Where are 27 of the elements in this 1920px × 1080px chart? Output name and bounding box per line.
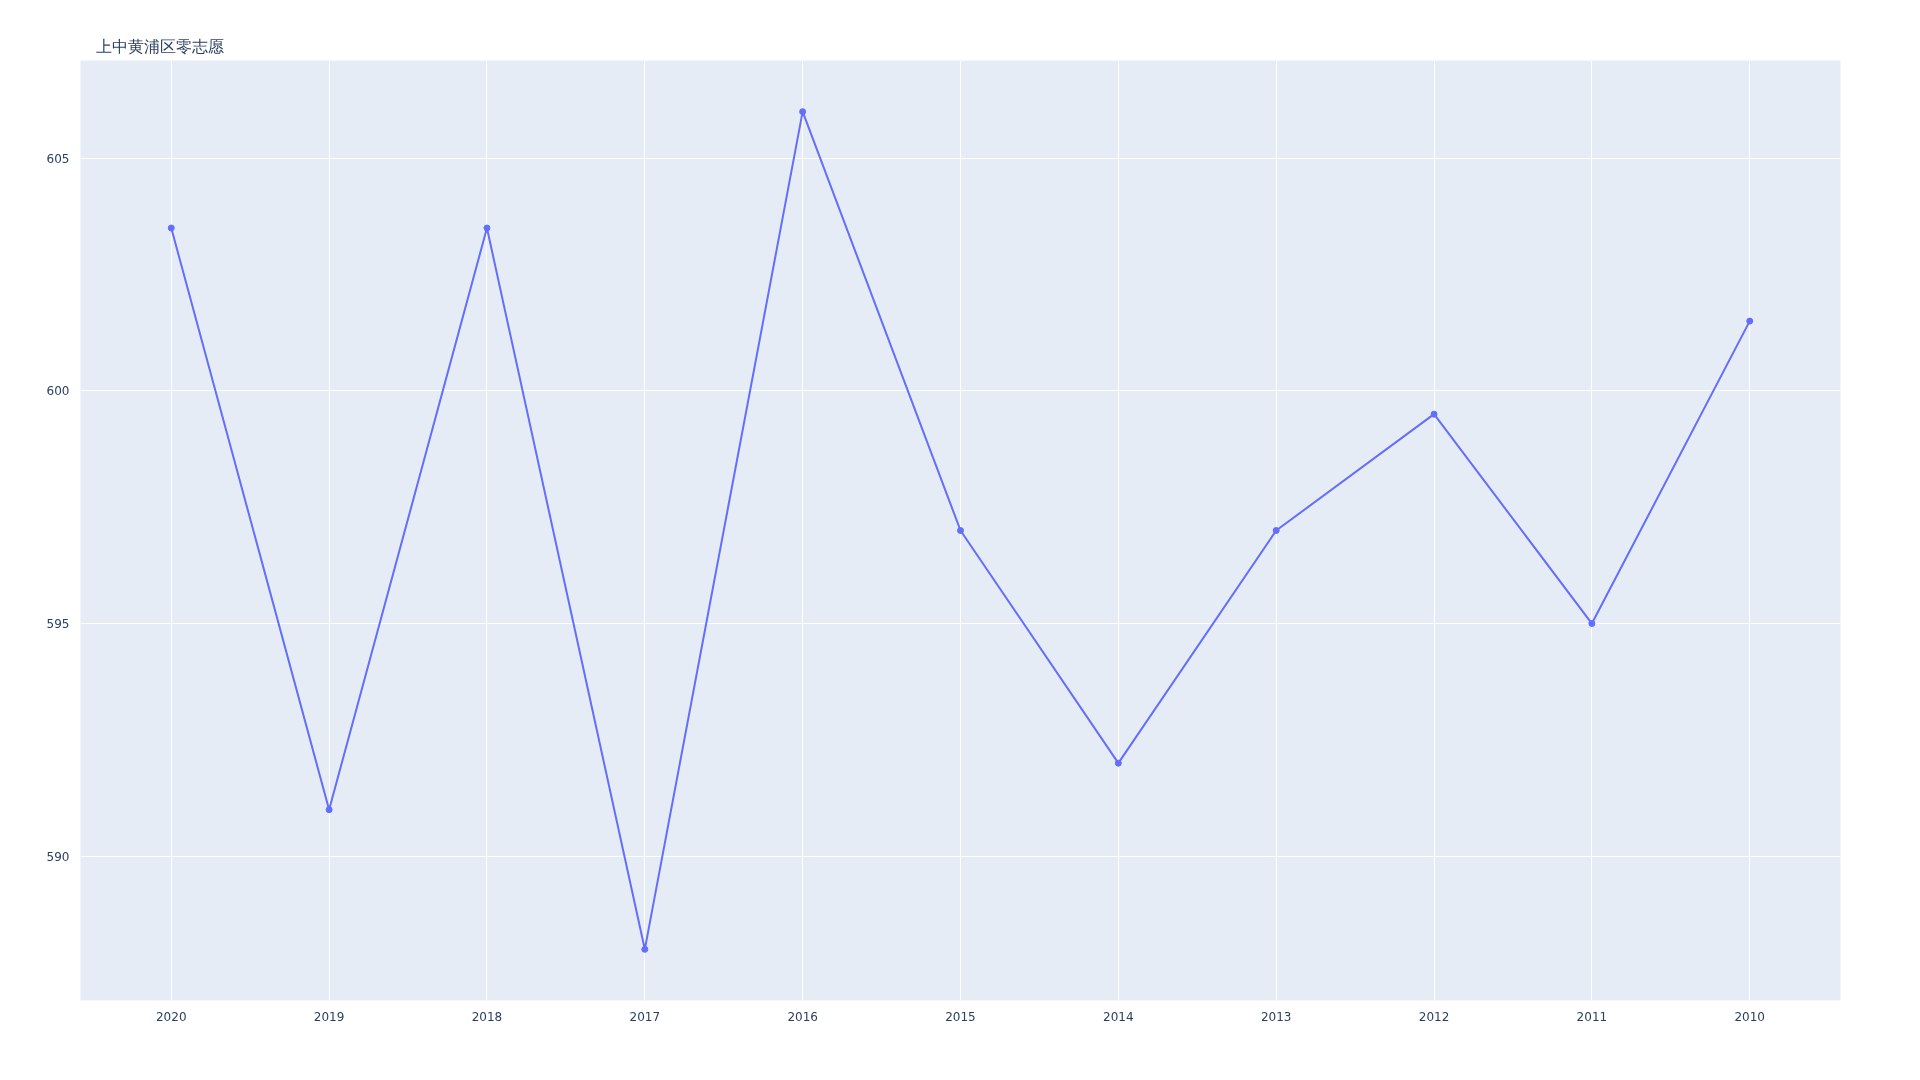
x-tick-label: 2012 bbox=[1418, 1009, 1450, 1024]
x-tick-label: 2015 bbox=[945, 1009, 976, 1024]
y-tick-label: 605 bbox=[46, 151, 70, 166]
point bbox=[641, 945, 649, 953]
y-tick-label: 590 bbox=[46, 849, 70, 864]
point bbox=[1588, 620, 1596, 628]
x-tick-label: 2011 bbox=[1576, 1009, 1608, 1024]
point bbox=[167, 224, 175, 232]
point bbox=[1272, 527, 1280, 534]
x-tick-label: 2014 bbox=[1103, 1009, 1134, 1024]
point bbox=[1430, 410, 1438, 418]
x-tick-label: 2016 bbox=[787, 1009, 818, 1024]
y-tick-label: 600 bbox=[46, 384, 70, 399]
point bbox=[1114, 759, 1122, 767]
point bbox=[1746, 317, 1754, 325]
chart-title: 上中黄浦区零志愿 bbox=[95, 36, 224, 56]
x-tick-label: 2013 bbox=[1260, 1009, 1292, 1024]
x-tick-label: 2019 bbox=[313, 1009, 345, 1024]
point bbox=[325, 806, 333, 814]
x-tick-label: 2018 bbox=[471, 1009, 503, 1024]
point bbox=[483, 224, 491, 232]
y-tick-label: 595 bbox=[46, 617, 70, 632]
point bbox=[799, 108, 807, 116]
point bbox=[957, 527, 964, 534]
x-tick-label: 2010 bbox=[1734, 1009, 1766, 1024]
x-tick-label: 2020 bbox=[155, 1009, 187, 1024]
x-tick-label: 2017 bbox=[629, 1009, 661, 1024]
